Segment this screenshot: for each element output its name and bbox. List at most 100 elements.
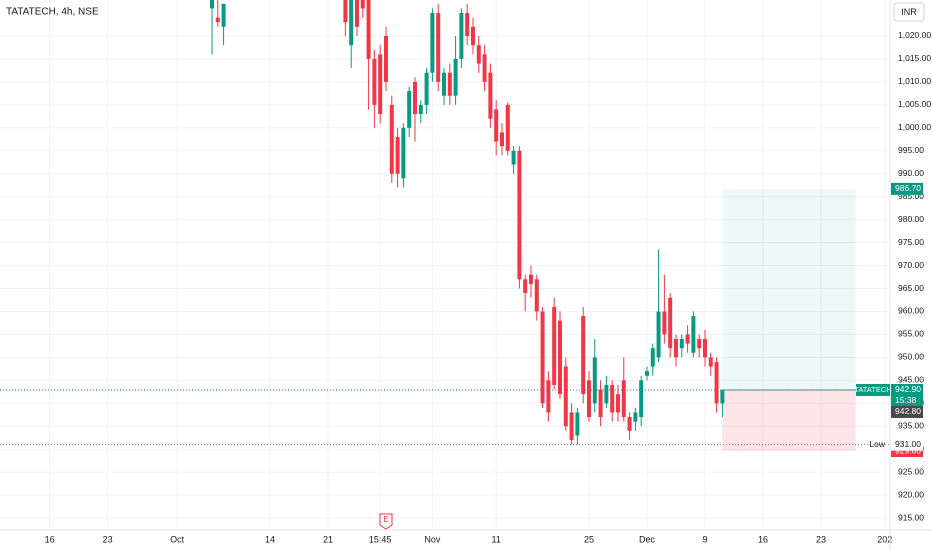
stop-zone (722, 389, 856, 452)
y-tick-label: 1,005.00 (898, 99, 931, 109)
candle-body (708, 357, 713, 367)
candle-body (343, 0, 348, 23)
candle-body (459, 13, 464, 59)
y-tick-label: 945.00 (898, 375, 924, 385)
y-tick-label: 975.00 (898, 237, 924, 247)
candle-body (679, 339, 684, 349)
x-tick-label: 202 (877, 534, 892, 544)
event-label: E (383, 515, 388, 524)
candle-body (383, 35, 388, 82)
y-tick-label: 950.00 (898, 352, 924, 362)
x-tick-label: 25 (584, 534, 594, 544)
y-tick-label: 995.00 (898, 145, 924, 155)
y-tick-label: 925.00 (898, 466, 924, 476)
candle-body (441, 72, 446, 96)
candle-body (714, 361, 719, 404)
candle-body (354, 0, 359, 27)
low-price-label: 931.00 (895, 439, 921, 449)
target-zone (722, 188, 856, 390)
y-tick-label: 1,020.00 (898, 30, 931, 40)
y-tick-label: 935.00 (898, 420, 924, 430)
x-tick-label: 16 (45, 534, 55, 544)
candle-body (488, 72, 493, 119)
candle-body (621, 380, 626, 418)
low-price-label-bg (891, 438, 923, 451)
candle-body (569, 412, 574, 441)
candle-body (436, 13, 441, 82)
y-tick-label: 965.00 (898, 283, 924, 293)
candle-body (366, 0, 371, 59)
low-line-name: Low (869, 439, 885, 449)
y-tick-label: 985.00 (898, 191, 924, 201)
target-price-label-bg (891, 182, 923, 195)
candle-body (395, 136, 400, 174)
candle-body (523, 279, 528, 294)
x-tick-label: 16 (758, 534, 768, 544)
candle-body (702, 339, 707, 358)
currency-button[interactable] (893, 2, 925, 22)
candle-body (581, 316, 586, 395)
candle-body (610, 384, 615, 413)
candle-body (627, 417, 632, 431)
candle-body (453, 58, 458, 96)
candle-body (668, 297, 673, 349)
target-price-label: 986.70 (895, 183, 921, 193)
candle-body (470, 26, 475, 46)
candle-body (221, 3, 226, 27)
candle-body (557, 320, 562, 395)
candle-body (697, 339, 702, 349)
candle-body (424, 72, 429, 105)
candle-body (360, 0, 365, 9)
candle-body (633, 412, 638, 422)
candle-body (215, 17, 220, 23)
y-tick-label: 955.00 (898, 329, 924, 339)
y-tick-label: 960.00 (898, 306, 924, 316)
candle-body (389, 104, 394, 174)
candle-body (209, 0, 214, 9)
candle-body (372, 58, 377, 105)
candle-body (465, 13, 470, 36)
candle-body (575, 412, 580, 436)
candle-body (685, 334, 690, 344)
y-tick-label: 970.00 (898, 260, 924, 270)
x-tick-label: 11 (492, 534, 501, 544)
symbol-tag: TATATECH (854, 385, 891, 394)
candle-body (644, 371, 649, 376)
candle-body (482, 54, 487, 82)
candle-body (691, 316, 696, 353)
candle-body (720, 389, 725, 404)
x-tick-label: Oct (170, 534, 185, 544)
y-tick-label: 915.00 (898, 512, 924, 522)
y-tick-label: 980.00 (898, 214, 924, 224)
candle-body (615, 394, 620, 413)
currency-label[interactable]: INR (901, 7, 917, 17)
last-price-bg (891, 383, 923, 408)
y-tick-label: 1,000.00 (898, 122, 931, 132)
countdown: 15:38 (895, 395, 917, 405)
y-tick-label: 1,010.00 (898, 76, 931, 86)
y-tick-label: 920.00 (898, 489, 924, 499)
plot-area (0, 0, 890, 452)
second-price-bg (891, 405, 923, 418)
candle-body (650, 348, 655, 367)
candle-body (598, 389, 603, 418)
candle-body (412, 81, 417, 115)
x-tick-label: 23 (816, 534, 826, 544)
candle-body (552, 306, 557, 385)
candle-body (517, 150, 522, 280)
chart-title: TATATECH, 4h, NSE (6, 7, 99, 18)
event-marker (379, 513, 393, 530)
candle-body (604, 384, 609, 404)
x-tick-label: Dec (639, 534, 656, 544)
y-tick-label: 990.00 (898, 168, 924, 178)
x-tick-label: Nov (424, 534, 441, 544)
candle-body (592, 357, 597, 404)
candle-body (662, 311, 667, 335)
candle-body (430, 13, 435, 73)
candle-body (499, 132, 504, 147)
x-tick-label: 23 (103, 534, 113, 544)
candle-body (528, 274, 533, 284)
candle-body (476, 45, 481, 64)
